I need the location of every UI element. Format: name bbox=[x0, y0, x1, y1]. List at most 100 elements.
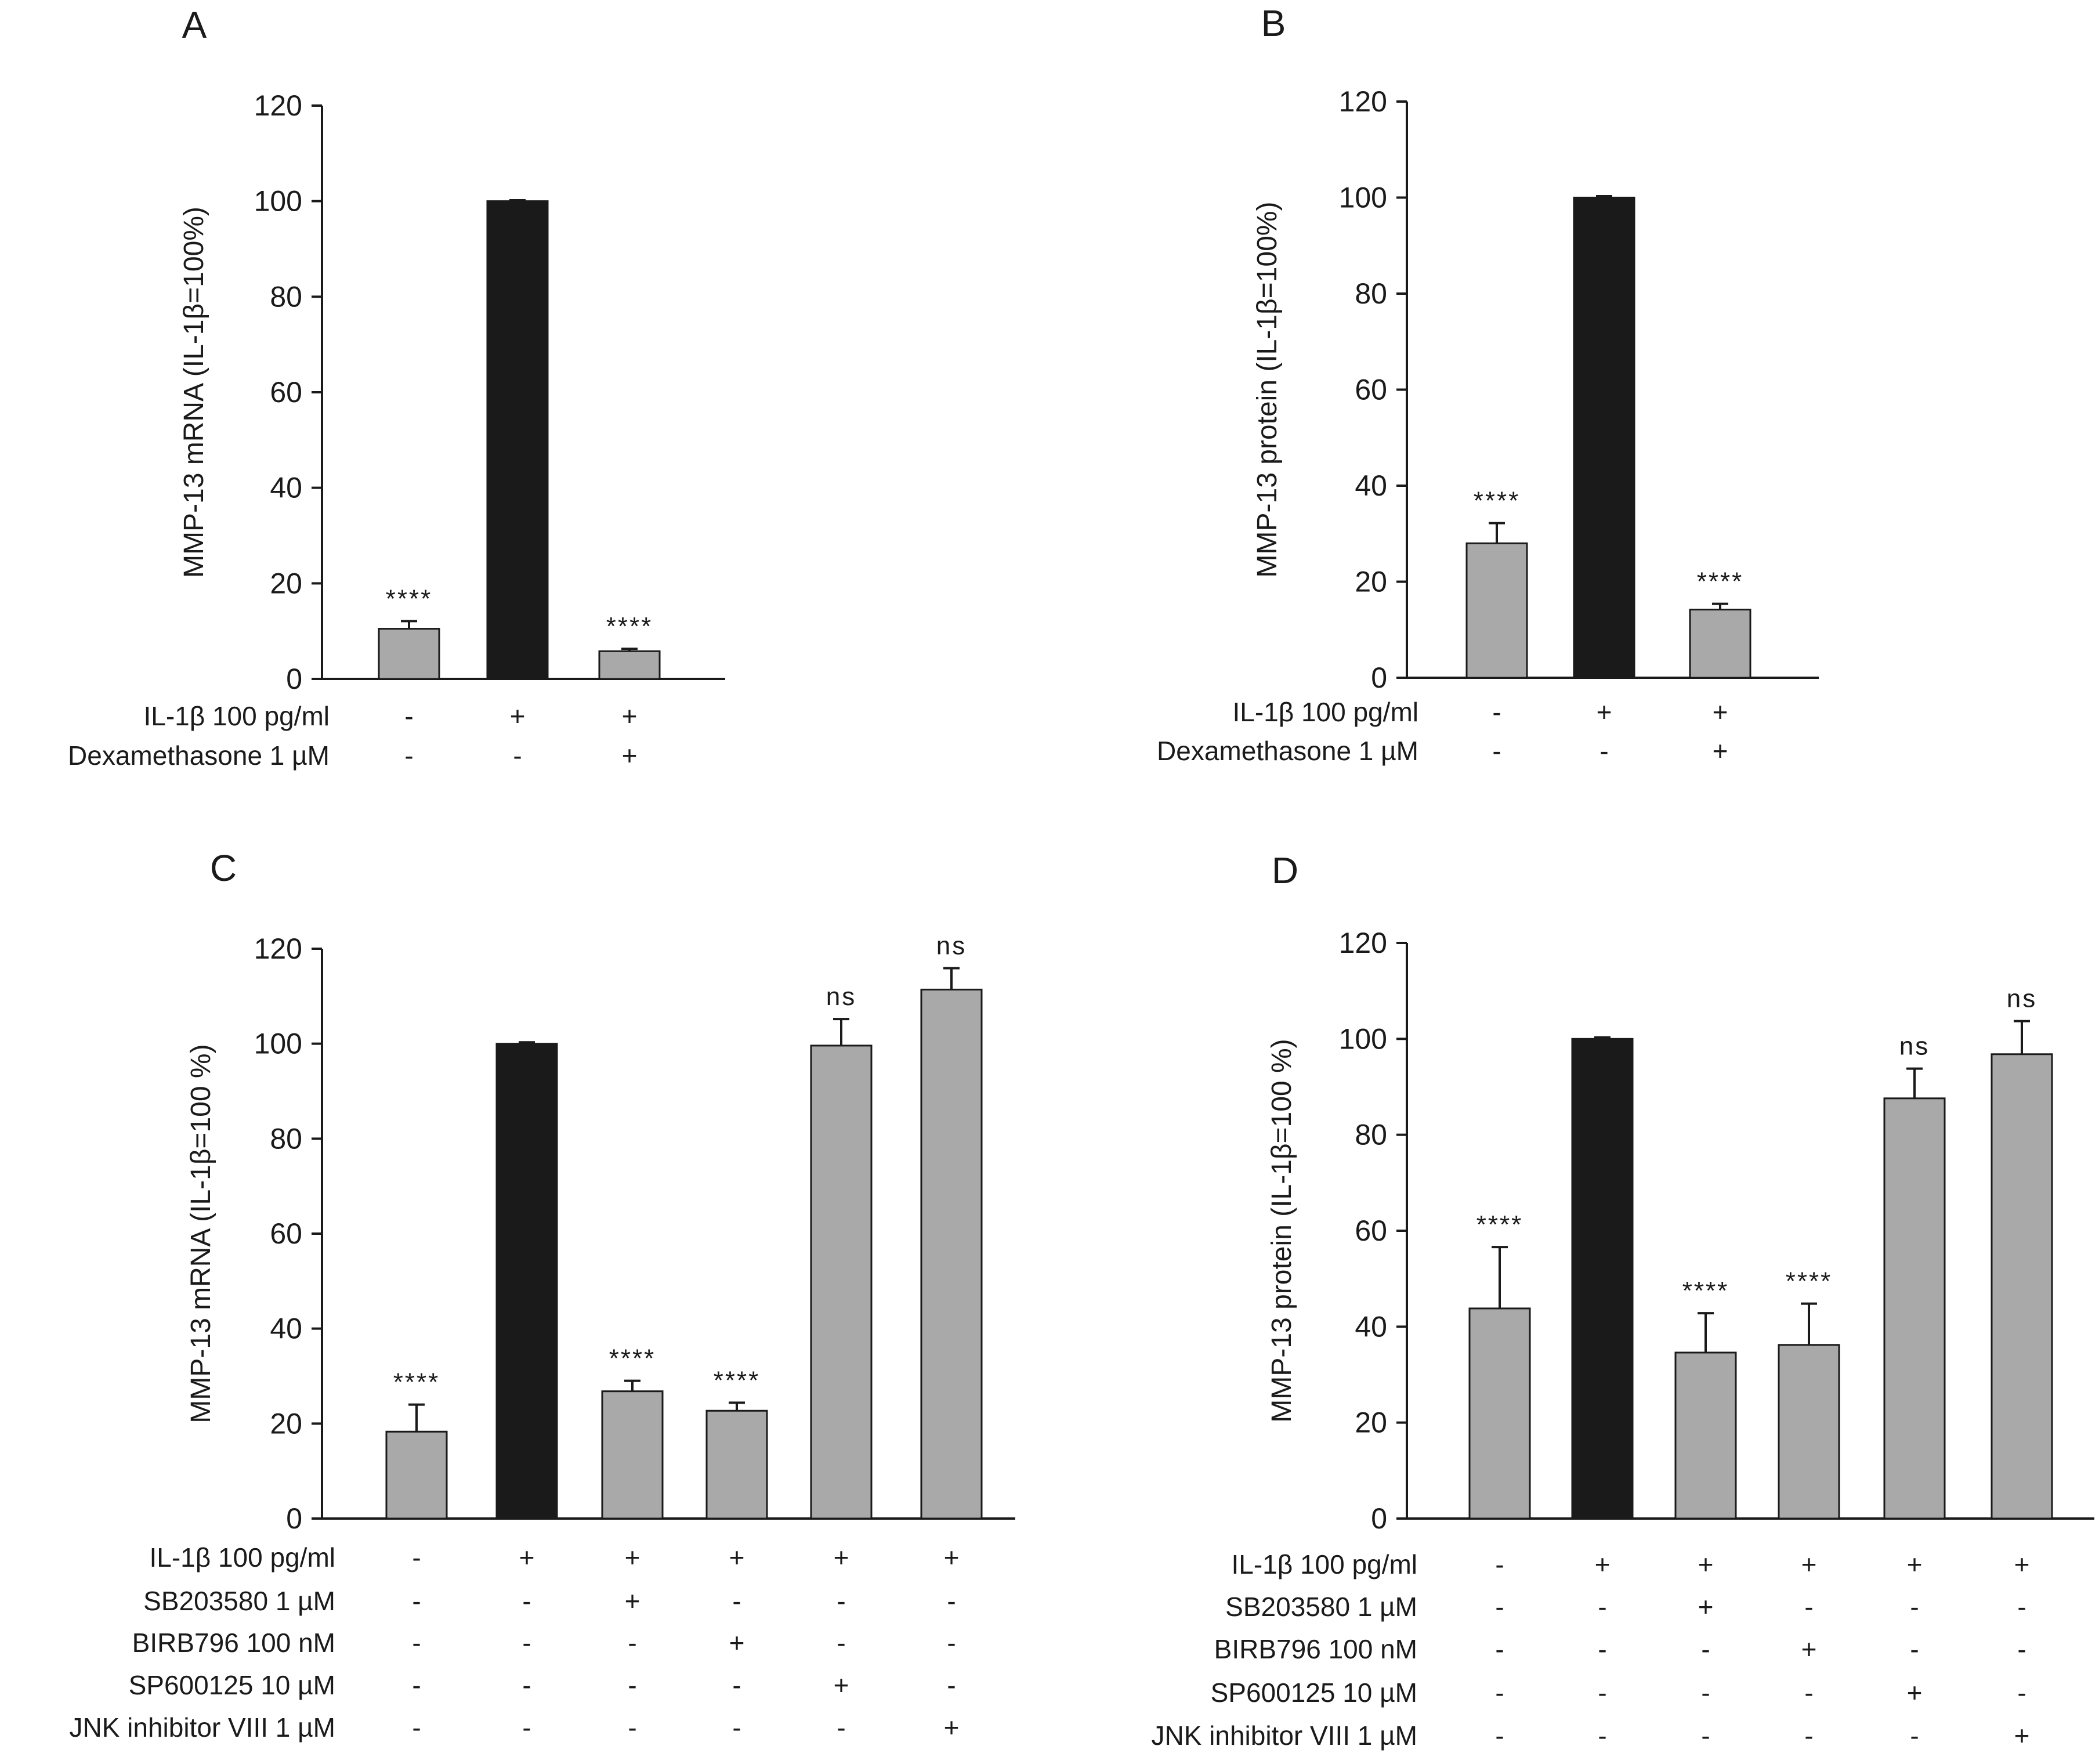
bar bbox=[1573, 197, 1635, 679]
condition-sign: + bbox=[1907, 1549, 1923, 1579]
y-tick-label: 20 bbox=[270, 1407, 302, 1440]
condition-sign: - bbox=[1492, 736, 1501, 766]
condition-sign: - bbox=[2017, 1678, 2026, 1708]
condition-sign: + bbox=[625, 1586, 640, 1616]
condition-sign: - bbox=[1495, 1678, 1504, 1708]
condition-sign: - bbox=[837, 1586, 845, 1616]
condition-sign: - bbox=[732, 1670, 741, 1700]
condition-sign: - bbox=[1910, 1592, 1919, 1622]
y-tick-label: 0 bbox=[286, 1502, 302, 1535]
condition-label: IL-1β 100 pg/ml bbox=[1232, 697, 1418, 727]
y-tick-label: 0 bbox=[1371, 662, 1387, 694]
condition-label: SP600125 10 µM bbox=[129, 1670, 335, 1700]
condition-sign: - bbox=[837, 1712, 845, 1743]
significance-label: **** bbox=[606, 612, 653, 641]
y-tick-label: 80 bbox=[1355, 277, 1387, 310]
condition-label: JNK inhibitor VIII 1 µM bbox=[69, 1712, 335, 1743]
condition-sign: - bbox=[404, 740, 413, 771]
y-tick-label: 20 bbox=[270, 567, 302, 599]
condition-sign: + bbox=[1713, 697, 1728, 727]
y-tick-label: 120 bbox=[1339, 927, 1387, 959]
condition-sign: - bbox=[1804, 1720, 1813, 1751]
condition-sign: - bbox=[1492, 697, 1501, 727]
condition-label: SB203580 1 µM bbox=[1225, 1592, 1417, 1622]
condition-sign: - bbox=[1598, 1720, 1606, 1751]
significance-label: ns bbox=[2007, 985, 2037, 1013]
condition-sign: + bbox=[1698, 1592, 1714, 1622]
bar bbox=[1465, 542, 1528, 679]
bar bbox=[1468, 1307, 1531, 1520]
y-tick-label: 40 bbox=[270, 472, 302, 504]
y-tick-label: 120 bbox=[1339, 85, 1387, 118]
condition-sign: + bbox=[944, 1542, 960, 1573]
y-tick-label: 0 bbox=[286, 663, 302, 695]
bar bbox=[385, 1430, 448, 1520]
condition-sign: + bbox=[625, 1542, 640, 1573]
condition-sign: - bbox=[412, 1712, 421, 1743]
condition-sign: - bbox=[732, 1712, 741, 1743]
condition-sign: + bbox=[1801, 1634, 1817, 1664]
bar bbox=[378, 628, 440, 680]
condition-sign: - bbox=[412, 1586, 421, 1616]
panel-letter: B bbox=[1261, 2, 1286, 44]
condition-sign: + bbox=[2014, 1549, 2030, 1579]
y-tick-label: 20 bbox=[1355, 566, 1387, 598]
condition-sign: - bbox=[1804, 1592, 1813, 1622]
condition-sign: - bbox=[522, 1628, 531, 1658]
condition-sign: + bbox=[2014, 1720, 2030, 1751]
bar bbox=[601, 1390, 664, 1520]
condition-label: BIRB796 100 nM bbox=[1214, 1634, 1417, 1664]
significance-label: ns bbox=[826, 982, 856, 1011]
significance-label: **** bbox=[386, 584, 433, 613]
y-tick-label: 100 bbox=[1339, 182, 1387, 214]
bar bbox=[920, 988, 983, 1520]
condition-label: Dexamethasone 1 µM bbox=[68, 740, 330, 771]
panel-letter: C bbox=[210, 847, 237, 889]
bar bbox=[1883, 1097, 1946, 1520]
y-tick-label: 60 bbox=[270, 1217, 302, 1250]
condition-sign: - bbox=[1495, 1549, 1504, 1579]
condition-sign: - bbox=[1598, 1592, 1606, 1622]
condition-sign: - bbox=[513, 740, 522, 771]
y-tick-label: 80 bbox=[270, 280, 302, 313]
condition-sign: + bbox=[519, 1542, 535, 1573]
significance-label: ns bbox=[936, 932, 967, 960]
significance-label: **** bbox=[1786, 1267, 1833, 1296]
condition-sign: - bbox=[628, 1670, 636, 1700]
panel-letter: D bbox=[1272, 850, 1298, 891]
condition-sign: + bbox=[1595, 1549, 1611, 1579]
bar bbox=[495, 1043, 558, 1520]
y-tick-label: 80 bbox=[270, 1122, 302, 1155]
panel-letter: A bbox=[182, 4, 207, 46]
condition-sign: - bbox=[628, 1712, 636, 1743]
bar bbox=[1689, 608, 1751, 679]
y-axis-label: MMP-13 protein (IL-1β=100 %) bbox=[1266, 1039, 1297, 1422]
condition-sign: - bbox=[404, 701, 413, 731]
condition-sign: + bbox=[834, 1670, 849, 1700]
bar bbox=[598, 650, 661, 680]
y-axis-label: MMP-13 protein (IL-1β=100%) bbox=[1252, 202, 1283, 578]
condition-sign: - bbox=[947, 1586, 956, 1616]
condition-label: BIRB796 100 nM bbox=[132, 1628, 335, 1658]
y-tick-label: 120 bbox=[254, 89, 302, 122]
panel-c: C 0 20 40 60 80 100 120 MMP-13 mRNA (IL-1β=100 %… bbox=[69, 847, 1015, 1743]
condition-sign: + bbox=[944, 1712, 960, 1743]
condition-label: JNK inhibitor VIII 1 µM bbox=[1151, 1720, 1417, 1751]
condition-sign: - bbox=[1910, 1634, 1919, 1664]
condition-sign: - bbox=[1599, 736, 1608, 766]
bar bbox=[1571, 1038, 1634, 1520]
condition-sign: - bbox=[1701, 1720, 1710, 1751]
condition-sign: - bbox=[522, 1586, 531, 1616]
condition-sign: - bbox=[1598, 1678, 1606, 1708]
y-tick-label: 40 bbox=[1355, 1310, 1387, 1343]
bar bbox=[810, 1044, 873, 1520]
y-tick-label: 40 bbox=[270, 1313, 302, 1345]
condition-sign: + bbox=[1597, 697, 1612, 727]
significance-label: **** bbox=[714, 1366, 761, 1394]
bar bbox=[1778, 1344, 1840, 1520]
bar bbox=[705, 1409, 768, 1520]
condition-label: Dexamethasone 1 µM bbox=[1157, 736, 1418, 766]
condition-sign: - bbox=[2017, 1592, 2026, 1622]
bar bbox=[1674, 1351, 1737, 1520]
